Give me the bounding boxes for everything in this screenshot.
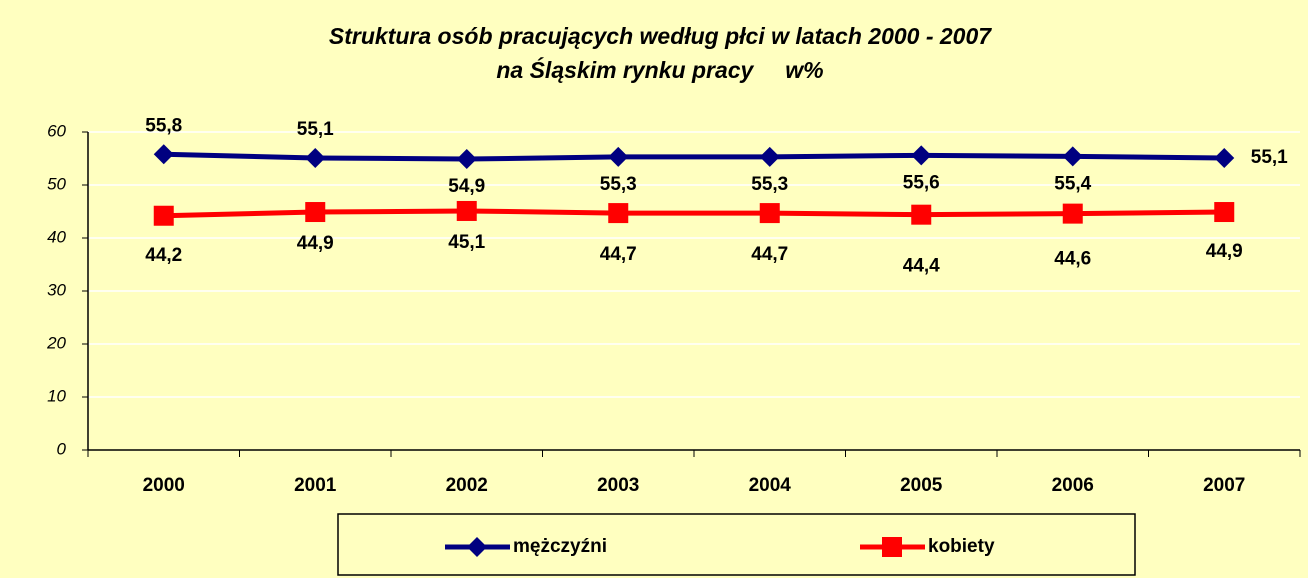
data-label: 55,1	[297, 119, 334, 140]
legend-label: mężczyźni	[513, 536, 607, 557]
data-label: 55,4	[1054, 173, 1091, 194]
y-tick-label: 10	[47, 386, 66, 405]
x-tick-label: 2001	[294, 475, 337, 496]
marker	[456, 149, 477, 170]
chart-subtitle: na Śląskim rynku pracy w%	[496, 56, 823, 83]
marker	[1062, 203, 1083, 224]
marker	[911, 204, 932, 225]
data-label: 44,7	[600, 244, 637, 265]
series-line	[163, 208, 1225, 219]
marker	[911, 145, 932, 166]
y-tick-label: 50	[47, 174, 66, 193]
marker	[1062, 146, 1083, 167]
legend-label: kobiety	[928, 536, 995, 557]
marker	[608, 146, 629, 167]
y-tick-label: 30	[47, 280, 66, 299]
marker	[608, 203, 629, 224]
marker	[1214, 147, 1235, 168]
x-tick-label: 2002	[446, 475, 488, 496]
x-tick-label: 2005	[900, 475, 943, 496]
marker	[153, 205, 174, 226]
marker	[759, 146, 780, 167]
data-label: 55,3	[751, 174, 788, 195]
marker	[1214, 202, 1235, 223]
marker	[882, 537, 902, 557]
marker	[305, 147, 326, 168]
x-tick-label: 2007	[1203, 475, 1245, 496]
series-line	[163, 151, 1225, 162]
marker	[759, 203, 780, 224]
data-label: 55,6	[903, 172, 940, 193]
x-tick-label: 2006	[1052, 475, 1094, 496]
data-label: 55,8	[145, 115, 182, 136]
marker	[467, 537, 487, 557]
marker	[305, 202, 326, 223]
marker	[456, 200, 477, 221]
y-tick-label: 0	[57, 439, 67, 458]
data-label: 44,9	[297, 233, 334, 254]
marker	[153, 144, 174, 165]
data-label: 44,4	[903, 256, 940, 277]
data-label: 44,2	[145, 245, 182, 266]
data-label: 44,7	[751, 244, 788, 265]
chart-title: Struktura osób pracujących według płci w…	[329, 23, 992, 49]
data-label: 45,1	[448, 232, 485, 253]
data-label: 44,6	[1054, 249, 1091, 270]
x-tick-label: 2003	[597, 475, 639, 496]
y-tick-label: 60	[47, 121, 66, 140]
data-label: 55,3	[600, 174, 637, 195]
data-label: 54,9	[448, 176, 485, 197]
data-label: 44,9	[1206, 241, 1243, 262]
x-tick-label: 2004	[749, 475, 792, 496]
y-tick-label: 40	[47, 227, 66, 246]
x-tick-label: 2000	[143, 475, 185, 496]
data-label: 55,1	[1251, 147, 1288, 168]
y-tick-label: 20	[46, 333, 66, 352]
